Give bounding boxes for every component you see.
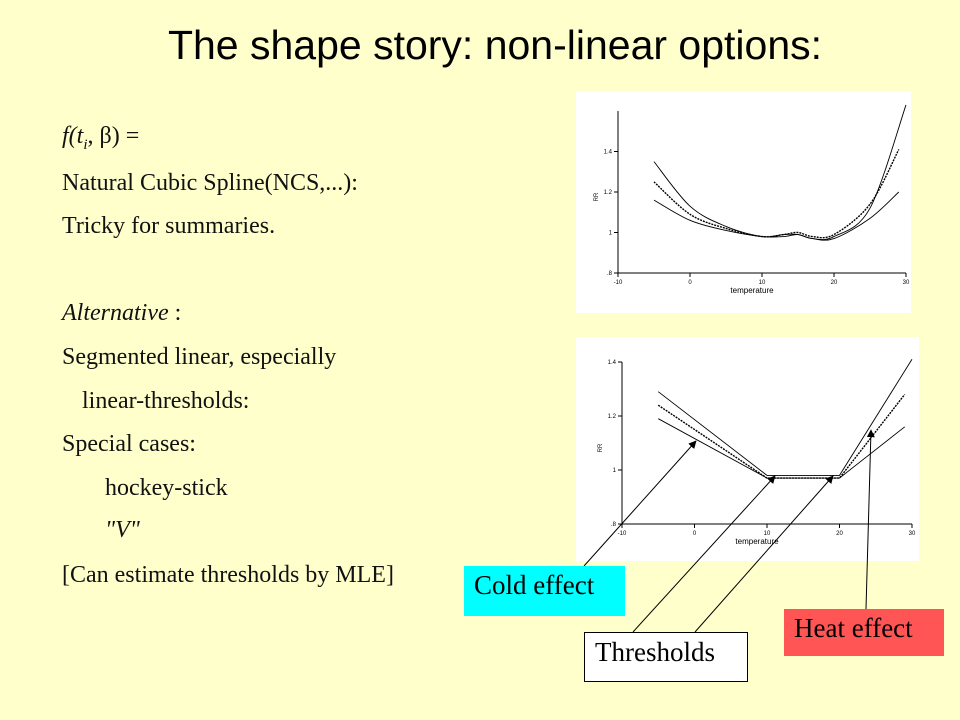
ncs-chart: -10 0 10 20 30 .8 1 1.2 1.4 temperature RR — [594, 104, 910, 295]
x-tick-label: 30 — [909, 531, 916, 537]
v-line: "V" — [105, 517, 140, 543]
ncs-line: Natural Cubic Spline(NCS,...): — [62, 170, 358, 196]
y-tick-label: 1 — [613, 468, 617, 474]
special-cases-line: Special cases: — [62, 431, 196, 457]
y-tick-label: 1.2 — [604, 190, 613, 196]
x-tick-label: 10 — [759, 280, 766, 286]
chart-panel-ncs: -10 0 10 20 30 .8 1 1.2 1.4 temperature RR — [576, 91, 911, 313]
formula-line: f(ti, β) = — [62, 123, 139, 154]
mle-line: [Can estimate thresholds by MLE] — [62, 562, 394, 588]
y-tick-label: .8 — [611, 522, 617, 528]
x-tick-label: -10 — [618, 531, 627, 537]
series-line-2 — [653, 149, 900, 239]
x-tick-label: -10 — [614, 280, 623, 286]
alternative-line: Alternative : — [62, 300, 181, 327]
chart-panel-thresholds: -10 0 10 20 30.8 1 1.2 1.4 temperature RR — [576, 337, 919, 561]
series-line-3 — [658, 418, 906, 479]
y-axis-label: RR — [598, 443, 604, 452]
heat-effect-label: Heat effect — [784, 609, 944, 656]
formula-rest: , β) = — [87, 123, 140, 149]
series-line-2 — [657, 393, 906, 479]
cold-effect-label: Cold effect — [464, 566, 625, 616]
y-tick-label: 1.2 — [608, 414, 617, 420]
alternative-word: Alternative — [62, 300, 169, 326]
x-axis-label: temperature — [735, 537, 779, 546]
formula-subscript: i — [83, 136, 88, 153]
tricky-line: Tricky for summaries. — [62, 213, 276, 239]
x-tick-label: 20 — [836, 531, 843, 537]
thresholds-label: Thresholds — [584, 632, 748, 682]
alternative-colon: : — [168, 300, 182, 326]
x-axis-label: temperature — [730, 286, 774, 295]
formula-f: f(t — [62, 123, 84, 149]
x-tick-label: 0 — [688, 280, 692, 286]
y-tick-label: 1 — [609, 231, 613, 237]
x-tick-label: 0 — [693, 531, 697, 537]
y-axis-label: RR — [594, 192, 600, 201]
series-line-3 — [653, 191, 900, 241]
series-line-1 — [657, 359, 913, 476]
hockey-stick-line: hockey-stick — [105, 475, 228, 501]
y-tick-label: .8 — [607, 271, 613, 277]
thresholds-line: linear-thresholds: — [82, 388, 250, 414]
series-line-1 — [653, 104, 907, 241]
x-tick-label: 20 — [831, 280, 838, 286]
segmented-line: Segmented linear, especially — [62, 344, 337, 370]
slide-title: The shape story: non-linear options: — [167, 22, 823, 68]
x-tick-label: 30 — [903, 280, 910, 286]
y-tick-label: 1.4 — [608, 360, 617, 366]
y-tick-label: 1.4 — [604, 150, 613, 156]
